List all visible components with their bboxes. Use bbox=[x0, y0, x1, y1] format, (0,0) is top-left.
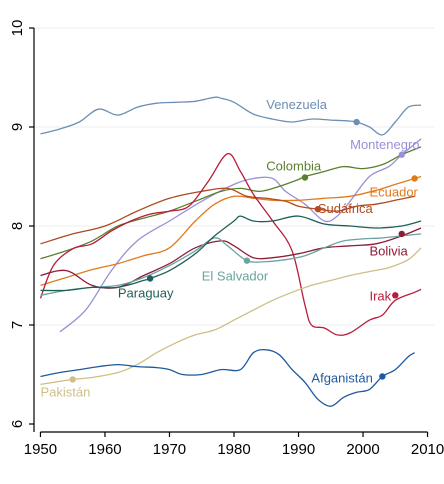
y-tick-label-8: 8 bbox=[9, 222, 26, 230]
series-markers bbox=[69, 118, 418, 383]
series-lines bbox=[39, 96, 422, 407]
series-line-colombia bbox=[40, 146, 422, 260]
series-label-venezuela: Venezuela bbox=[266, 97, 327, 112]
x-tick-label-1950: 1950 bbox=[24, 441, 57, 458]
series-marker-montenegro bbox=[398, 151, 405, 158]
x-tick-label-1980: 1980 bbox=[217, 441, 250, 458]
gridlines bbox=[34, 27, 434, 326]
series-marker-el-salvador bbox=[243, 257, 251, 264]
series-marker-irak bbox=[392, 292, 399, 299]
series-marker-paraguay bbox=[146, 275, 154, 282]
series-line-pakistan bbox=[40, 247, 422, 386]
x-tick-label-1970: 1970 bbox=[153, 441, 186, 458]
series-marker-colombia bbox=[301, 174, 309, 181]
series-marker-venezuela bbox=[353, 118, 360, 126]
series-label-pakistan: Pakistán bbox=[40, 384, 90, 399]
y-tick-label-6: 6 bbox=[9, 420, 26, 428]
series-marker-ecuador bbox=[411, 175, 418, 182]
y-tick-label-9: 9 bbox=[9, 123, 26, 131]
series-line-irak bbox=[39, 153, 422, 336]
x-tick-label-2000: 2000 bbox=[346, 441, 379, 458]
series-label-colombia: Colombia bbox=[266, 159, 322, 174]
axes: 6 7 8 9 10 1950 1960 1970 1980 1990 2000 2010 bbox=[9, 20, 444, 458]
series-label-montenegro: Montenegro bbox=[350, 137, 419, 152]
series-marker-afganistan bbox=[379, 373, 386, 380]
y-tick-label-10: 10 bbox=[9, 20, 26, 37]
series-labels: Venezuela Montenegro Colombia Ecuador Sudáfr… bbox=[40, 97, 419, 399]
series-label-sudafrica: Sudáfrica bbox=[318, 201, 374, 216]
series-label-paraguay: Paraguay bbox=[118, 285, 174, 300]
x-tick-label-2010: 2010 bbox=[411, 441, 444, 458]
series-label-ecuador: Ecuador bbox=[369, 184, 418, 199]
series-marker-sudafrica bbox=[314, 205, 322, 213]
series-label-bolivia: Bolivia bbox=[369, 244, 408, 259]
series-marker-pakistan bbox=[69, 376, 76, 383]
x-tick-label-1960: 1960 bbox=[88, 441, 121, 458]
series-label-el-salvador: El Salvador bbox=[202, 268, 269, 283]
series-marker-bolivia bbox=[398, 230, 405, 238]
series-label-afganistan: Afganistán bbox=[311, 370, 372, 385]
series-line-sudafrica bbox=[40, 187, 415, 245]
series-line-el-salvador bbox=[40, 233, 422, 296]
series-line-afganistan bbox=[40, 348, 415, 407]
series-line-venezuela bbox=[40, 96, 422, 136]
x-tick-label-1990: 1990 bbox=[282, 441, 315, 458]
series-label-irak: Irak bbox=[369, 288, 391, 303]
series-line-montenegro bbox=[59, 138, 422, 333]
series-line-paraguay bbox=[40, 215, 422, 292]
series-line-ecuador bbox=[40, 175, 422, 287]
y-tick-label-7: 7 bbox=[9, 321, 26, 329]
